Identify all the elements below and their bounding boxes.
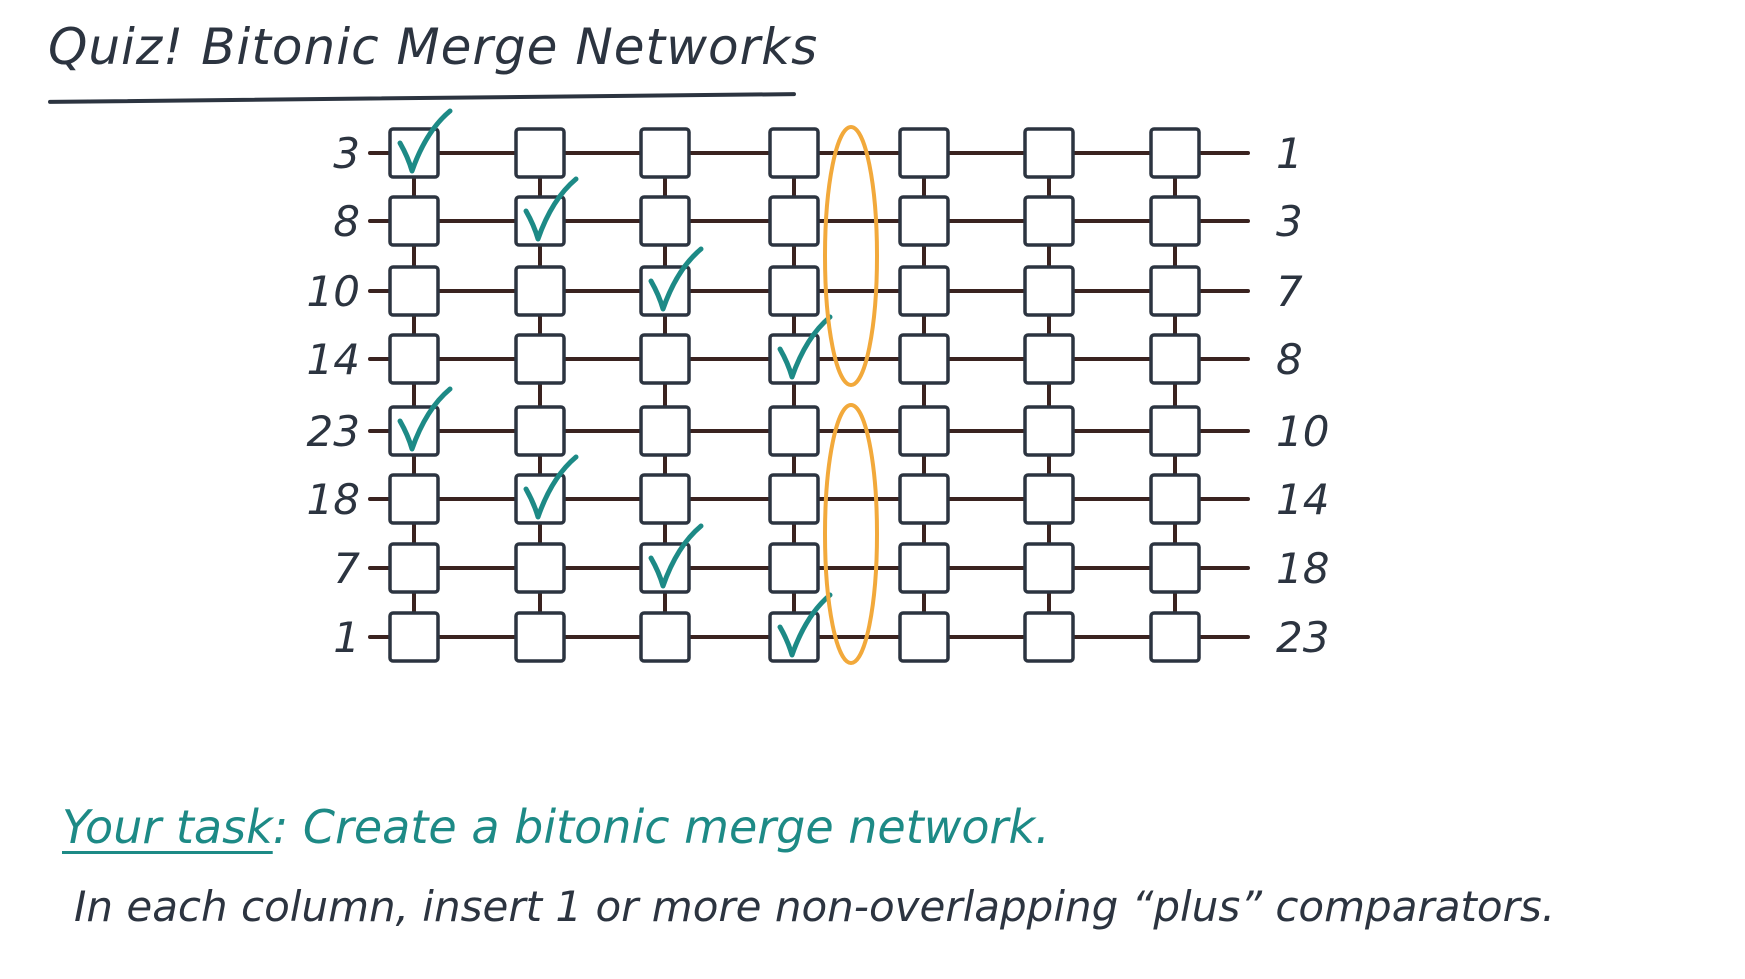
comparator-slot-c1-r0[interactable]: [514, 127, 566, 179]
comparator-slot-c5-r3[interactable]: [1023, 333, 1075, 385]
task-text: : Create a bitonic merge network.: [272, 800, 1050, 854]
comparator-slot-c3-r0[interactable]: [768, 127, 820, 179]
check-mark: [777, 314, 833, 380]
page-title: Quiz! Bitonic Merge Networks: [48, 18, 819, 76]
instruction-text: In each column, insert 1 or more non-ove…: [74, 882, 1556, 931]
output-value-7: 23: [1276, 613, 1329, 662]
comparator-slot-c2-r0[interactable]: [639, 127, 691, 179]
input-value-5: 18: [307, 475, 360, 524]
vertical-links: [412, 177, 1177, 613]
input-value-1: 8: [333, 197, 360, 246]
comparator-slots: [388, 127, 1201, 663]
comparator-slot-c5-r1[interactable]: [1023, 195, 1075, 247]
comparator-slot-c1-r6[interactable]: [514, 542, 566, 594]
input-value-6: 7: [333, 544, 360, 593]
comparator-slot-c5-r0[interactable]: [1023, 127, 1075, 179]
comparator-slot-c4-r6[interactable]: [898, 542, 950, 594]
circled-groups: [823, 125, 879, 665]
comparator-slot-c3-r5[interactable]: [768, 473, 820, 525]
comparator-slot-c2-r3[interactable]: [639, 333, 691, 385]
comparator-slot-c5-r2[interactable]: [1023, 265, 1075, 317]
comparator-slot-c2-r4[interactable]: [639, 405, 691, 457]
circled-group-1: [823, 403, 879, 665]
comparator-slot-c0-r5[interactable]: [388, 473, 440, 525]
comparator-slot-c6-r6[interactable]: [1149, 542, 1201, 594]
check-mark: [397, 108, 453, 174]
comparator-slot-c6-r3[interactable]: [1149, 333, 1201, 385]
comparator-slot-c1-r7[interactable]: [514, 611, 566, 663]
output-value-2: 7: [1276, 267, 1303, 316]
output-value-6: 18: [1276, 544, 1329, 593]
comparator-slot-c4-r0[interactable]: [898, 127, 950, 179]
comparator-slot-c3-r4[interactable]: [768, 405, 820, 457]
input-values: 3 8 10 14 23 18 7 1: [307, 129, 361, 662]
input-value-0: 3: [333, 129, 360, 178]
comparator-slot-c4-r5[interactable]: [898, 473, 950, 525]
comparator-slot-c2-r5[interactable]: [639, 473, 691, 525]
check-mark: [648, 246, 704, 312]
check-mark: [397, 386, 453, 452]
comparator-slot-c3-r2[interactable]: [768, 265, 820, 317]
comparator-slot-c3-r6[interactable]: [768, 542, 820, 594]
input-value-4: 23: [307, 407, 360, 456]
comparator-slot-c2-r1[interactable]: [639, 195, 691, 247]
output-value-1: 3: [1276, 197, 1303, 246]
task-lead: Your task: [62, 800, 273, 854]
comparator-slot-c6-r0[interactable]: [1149, 127, 1201, 179]
comparator-slot-c5-r4[interactable]: [1023, 405, 1075, 457]
comparator-slot-c0-r1[interactable]: [388, 195, 440, 247]
output-values: 1 3 7 8 10 14 18 23: [1276, 129, 1329, 662]
check-mark: [523, 454, 579, 520]
comparator-slot-c6-r5[interactable]: [1149, 473, 1201, 525]
comparator-slot-c4-r2[interactable]: [898, 265, 950, 317]
comparator-slot-c4-r1[interactable]: [898, 195, 950, 247]
comparator-slot-c5-r7[interactable]: [1023, 611, 1075, 663]
comparator-slot-c4-r4[interactable]: [898, 405, 950, 457]
comparator-slot-c4-r3[interactable]: [898, 333, 950, 385]
comparator-slot-c6-r4[interactable]: [1149, 405, 1201, 457]
comparator-slot-c4-r7[interactable]: [898, 611, 950, 663]
comparator-slot-c3-r1[interactable]: [768, 195, 820, 247]
comparator-slot-c6-r2[interactable]: [1149, 265, 1201, 317]
check-mark: [777, 592, 833, 658]
output-value-0: 1: [1276, 129, 1303, 178]
output-value-4: 10: [1276, 407, 1329, 456]
output-value-5: 14: [1276, 475, 1329, 524]
input-value-7: 1: [333, 613, 360, 662]
comparator-slot-c6-r7[interactable]: [1149, 611, 1201, 663]
comparator-slot-c0-r7[interactable]: [388, 611, 440, 663]
comparator-slot-c1-r3[interactable]: [514, 333, 566, 385]
comparator-slot-c6-r1[interactable]: [1149, 195, 1201, 247]
comparator-slot-c5-r5[interactable]: [1023, 473, 1075, 525]
comparator-slot-c0-r2[interactable]: [388, 265, 440, 317]
input-value-2: 10: [307, 267, 360, 316]
comparator-slot-c5-r6[interactable]: [1023, 542, 1075, 594]
circled-group-0: [823, 125, 879, 387]
check-mark: [523, 176, 579, 242]
output-value-3: 8: [1276, 335, 1303, 384]
check-mark: [648, 523, 704, 589]
comparator-slot-c1-r4[interactable]: [514, 405, 566, 457]
check-marks: [397, 108, 833, 658]
comparator-slot-c0-r3[interactable]: [388, 333, 440, 385]
comparator-slot-c0-r6[interactable]: [388, 542, 440, 594]
task-line: Your task: Create a bitonic merge networ…: [62, 800, 1050, 854]
comparator-slot-c1-r2[interactable]: [514, 265, 566, 317]
comparator-slot-c2-r7[interactable]: [639, 611, 691, 663]
input-value-3: 14: [307, 335, 360, 384]
